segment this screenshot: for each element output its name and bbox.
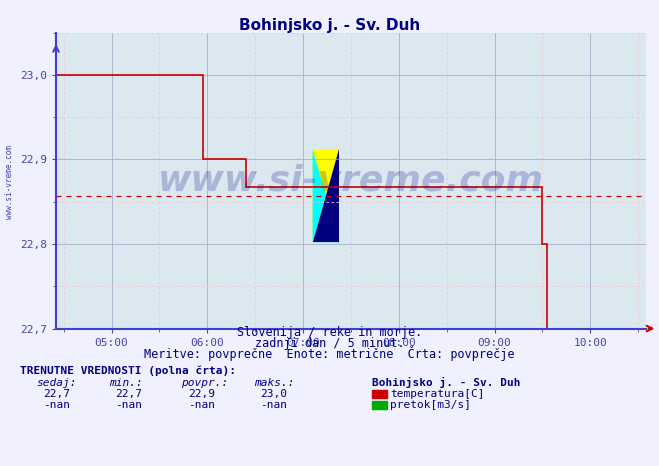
Text: pretok[m3/s]: pretok[m3/s] (390, 400, 471, 410)
Polygon shape (312, 149, 339, 242)
Polygon shape (312, 149, 339, 242)
Text: www.si-vreme.com: www.si-vreme.com (5, 145, 14, 219)
Text: Meritve: povprečne  Enote: metrične  Črta: povprečje: Meritve: povprečne Enote: metrične Črta:… (144, 346, 515, 361)
Text: www.si-vreme.com: www.si-vreme.com (158, 164, 544, 198)
Text: -nan: -nan (115, 400, 142, 410)
Text: 22,7: 22,7 (115, 389, 142, 399)
Text: 22,9: 22,9 (188, 389, 215, 399)
Text: Slovenija / reke in morje.: Slovenija / reke in morje. (237, 327, 422, 339)
Text: -nan: -nan (260, 400, 287, 410)
Text: maks.:: maks.: (254, 378, 294, 388)
Text: Bohinjsko j. - Sv. Duh: Bohinjsko j. - Sv. Duh (239, 18, 420, 33)
Text: Bohinjsko j. - Sv. Duh: Bohinjsko j. - Sv. Duh (372, 377, 521, 388)
Text: temperatura[C]: temperatura[C] (390, 389, 484, 399)
Text: povpr.:: povpr.: (181, 378, 229, 388)
Polygon shape (312, 149, 339, 242)
Text: -nan: -nan (43, 400, 70, 410)
Text: zadnji dan / 5 minut.: zadnji dan / 5 minut. (254, 337, 405, 350)
Text: 23,0: 23,0 (260, 389, 287, 399)
Text: 22,7: 22,7 (43, 389, 70, 399)
Text: min.:: min.: (109, 378, 142, 388)
Text: -nan: -nan (188, 400, 215, 410)
Text: TRENUTNE VREDNOSTI (polna črta):: TRENUTNE VREDNOSTI (polna črta): (20, 365, 236, 376)
Text: sedaj:: sedaj: (36, 378, 76, 388)
